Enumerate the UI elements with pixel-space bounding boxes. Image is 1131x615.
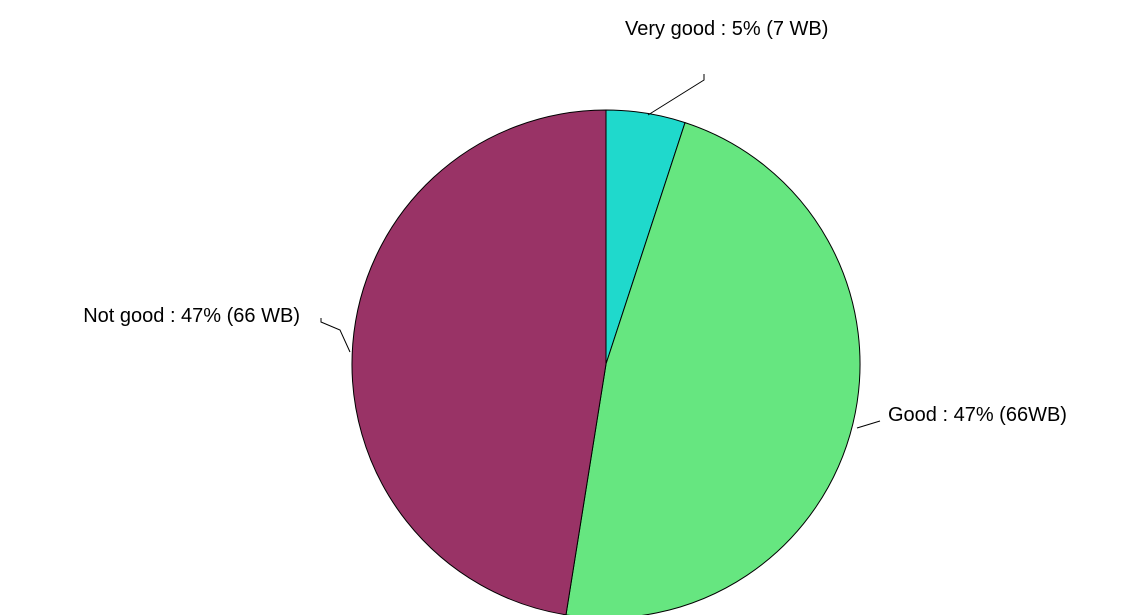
- pie-slice-good: [565, 122, 861, 615]
- slice-label-not-good: Not good : 47% (66 WB): [83, 305, 300, 327]
- slice-label-very-good: Very good : 5% (7 WB): [625, 18, 828, 40]
- leader-lines-layer: [320, 74, 881, 429]
- pie-slice-not-good: [351, 109, 607, 615]
- slices-layer: [351, 109, 861, 615]
- leader-line-good: [856, 420, 881, 429]
- labels-layer: Very good : 5% (7 WB) Good : 47% (66WB) …: [83, 18, 1067, 426]
- leader-line-very-good: [647, 74, 705, 116]
- leader-line-not-good: [320, 318, 351, 353]
- slice-label-good: Good : 47% (66WB): [888, 404, 1067, 426]
